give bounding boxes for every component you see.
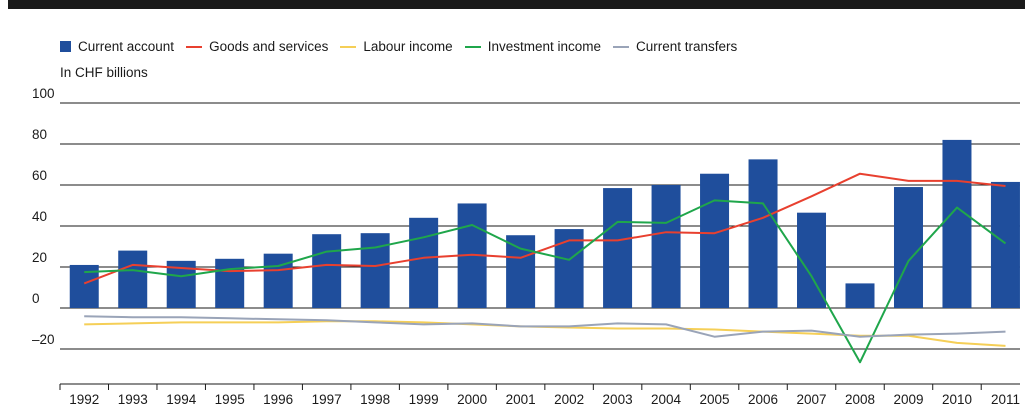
y-axis-unit-label: In CHF billions <box>60 65 148 80</box>
legend-swatch-current-transfers <box>613 45 629 48</box>
legend-label-investment-income: Investment income <box>487 39 601 54</box>
legend-swatch-labour-income <box>340 45 357 48</box>
x-tick-label: 1995 <box>215 392 245 407</box>
x-tick-label: 2009 <box>893 392 923 407</box>
y-tick-label: 100 <box>32 86 55 101</box>
line-current-transfers <box>84 315 1006 338</box>
x-tick-label: 2008 <box>845 392 875 407</box>
bar-current-account <box>118 250 148 308</box>
bar-current-account <box>748 159 778 308</box>
line-investment-income <box>84 199 1007 364</box>
line-labour-income <box>84 320 1006 347</box>
bar-current-account <box>506 235 536 308</box>
bar-current-account <box>603 188 633 308</box>
legend-label-current-transfers: Current transfers <box>636 39 738 54</box>
bar-current-account <box>990 181 1020 308</box>
legend-item-investment-income: Investment income <box>464 39 601 54</box>
x-tick-label: 2000 <box>457 392 487 407</box>
bar-current-account <box>893 187 923 308</box>
y-tick-label: 60 <box>32 168 47 183</box>
legend-swatch-current-account <box>60 41 71 52</box>
bar-current-account <box>942 139 972 308</box>
x-tick-label: 2006 <box>748 392 778 407</box>
top-rule <box>8 0 1025 9</box>
legend-label-current-account: Current account <box>78 39 175 54</box>
x-tick-label: 2001 <box>506 392 536 407</box>
y-tick-label: 40 <box>32 209 47 224</box>
x-tick-label: 2010 <box>942 392 972 407</box>
legend-item-goods-and-services: Goods and services <box>186 39 328 54</box>
bar-current-account <box>215 258 245 308</box>
bar-current-account <box>651 185 681 308</box>
legend-swatch-investment-income <box>464 45 481 48</box>
x-tick-label: 2003 <box>603 392 633 407</box>
legend: Current account Goods and services Labou… <box>60 39 749 54</box>
x-tick-label: 2011 <box>991 392 1020 407</box>
x-tick-label: 2005 <box>700 392 730 407</box>
bar-current-account <box>312 234 342 308</box>
x-tick-label: 1993 <box>118 392 148 407</box>
bar-current-account <box>263 253 293 308</box>
y-tick-label: 80 <box>32 127 47 142</box>
bar-current-account <box>554 229 584 308</box>
x-tick-label: 1996 <box>263 392 293 407</box>
x-tick-label: 1999 <box>409 392 439 407</box>
x-tick-label: 1992 <box>69 392 99 407</box>
bar-current-account <box>845 283 875 308</box>
legend-item-current-transfers: Current transfers <box>613 39 737 54</box>
x-tick-label: 2004 <box>651 392 682 407</box>
line-goods-and-services <box>83 172 1006 285</box>
legend-item-labour-income: Labour income <box>340 39 453 54</box>
legend-item-current-account: Current account <box>60 39 174 54</box>
x-tick-label: 2007 <box>796 392 826 407</box>
bar-current-account <box>700 173 730 308</box>
bar-current-account <box>409 217 439 308</box>
x-tick-label: 2002 <box>554 392 584 407</box>
legend-label-goods-and-services: Goods and services <box>209 39 329 54</box>
x-tick-label: 1998 <box>360 392 390 407</box>
legend-label-labour-income: Labour income <box>363 39 453 54</box>
y-tick-label: –20 <box>32 332 55 347</box>
legend-swatch-goods-and-services <box>186 45 203 48</box>
x-tick-label: 1994 <box>166 392 197 407</box>
y-tick-label: 0 <box>32 291 40 306</box>
y-tick-label: 20 <box>32 250 47 265</box>
x-tick-label: 1997 <box>312 392 342 407</box>
